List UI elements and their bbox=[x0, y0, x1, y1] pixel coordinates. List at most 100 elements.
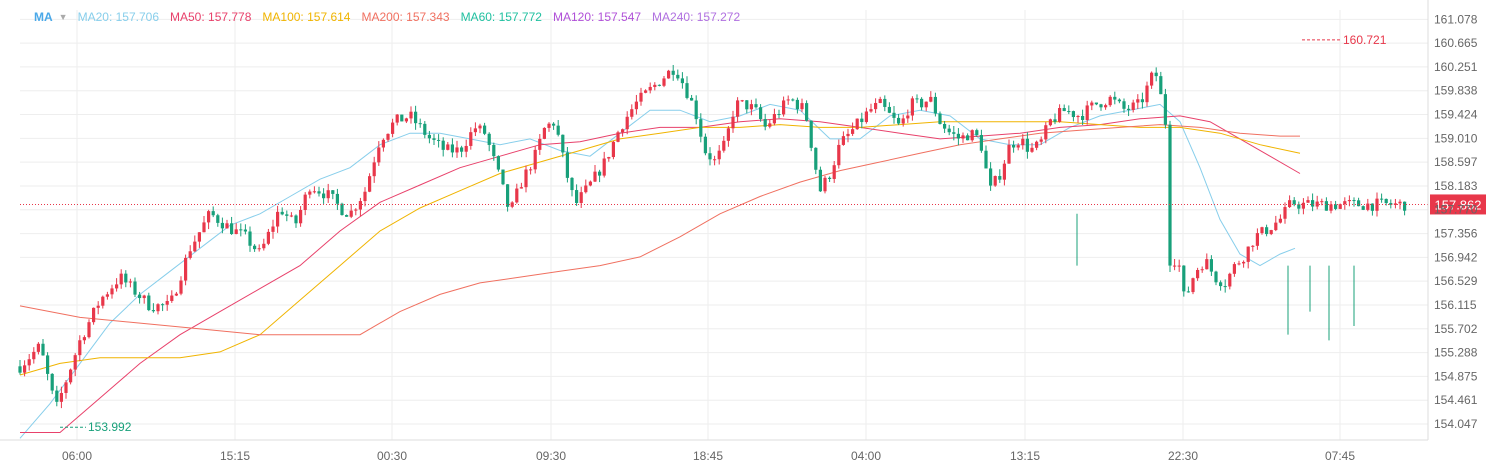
candle-body bbox=[910, 98, 914, 116]
x-tick-label: 22:30 bbox=[1168, 449, 1198, 463]
candle-body bbox=[846, 133, 850, 137]
candle-body bbox=[285, 214, 289, 216]
candle-body bbox=[901, 118, 905, 124]
candle-body bbox=[1085, 105, 1089, 120]
y-tick-label: 158.183 bbox=[1434, 179, 1478, 193]
candle-body bbox=[128, 281, 132, 283]
candle-body bbox=[800, 103, 804, 110]
candle-body bbox=[110, 288, 114, 295]
candle-body bbox=[607, 157, 611, 159]
candle-body bbox=[1393, 203, 1397, 205]
candle-body bbox=[966, 135, 970, 141]
candle-body bbox=[680, 78, 684, 84]
candle-body bbox=[1237, 263, 1241, 265]
candle-body bbox=[1150, 72, 1154, 86]
candle-body bbox=[1159, 76, 1163, 95]
candle-body bbox=[818, 169, 822, 192]
candle-body bbox=[1145, 85, 1149, 103]
candle-body bbox=[1136, 99, 1140, 103]
candle-body bbox=[1021, 138, 1025, 146]
candle-body bbox=[851, 129, 855, 134]
candle-body bbox=[547, 123, 551, 128]
candle-body bbox=[998, 176, 1002, 180]
candle-body bbox=[326, 190, 330, 199]
candle-body bbox=[915, 98, 919, 100]
candle-body bbox=[1099, 104, 1103, 108]
candle-body bbox=[975, 130, 979, 135]
candle-body bbox=[188, 251, 192, 258]
candle-body bbox=[740, 100, 744, 102]
candle-body bbox=[1205, 259, 1209, 270]
candle-body bbox=[1301, 202, 1305, 209]
candle-body bbox=[496, 156, 500, 170]
candle-body bbox=[1053, 119, 1057, 122]
candle-body bbox=[984, 150, 988, 169]
x-axis: 06:00 15:15 00:30 09:30 18:45 04:00 13:15 22:30… bbox=[0, 439, 1428, 463]
high-marker-label: 160.721 bbox=[1343, 33, 1387, 47]
candle-body bbox=[207, 211, 211, 223]
candle-body bbox=[1283, 207, 1287, 219]
candle-body bbox=[262, 243, 266, 249]
candle-body bbox=[989, 168, 993, 186]
candle-body bbox=[1117, 99, 1121, 102]
candle-body bbox=[933, 96, 937, 114]
candle-body bbox=[441, 140, 445, 150]
legend-item-ma200: MA200: 157.343 bbox=[361, 10, 450, 24]
candle-body bbox=[979, 134, 983, 151]
candle-body bbox=[625, 116, 629, 130]
moving-average-lines bbox=[19, 103, 1301, 439]
chevron-down-icon[interactable]: ▼ bbox=[58, 12, 68, 22]
candle-body bbox=[82, 337, 86, 341]
y-tick-label: 156.115 bbox=[1434, 298, 1477, 312]
candle-body bbox=[552, 123, 556, 126]
candle-body bbox=[18, 366, 22, 373]
candle-body bbox=[690, 97, 694, 101]
candle-body bbox=[1357, 200, 1361, 207]
candle-body bbox=[1071, 111, 1075, 118]
y-tick-label: 156.942 bbox=[1434, 250, 1478, 264]
candle-body bbox=[211, 211, 215, 216]
candle-body bbox=[602, 158, 606, 176]
candle-body bbox=[151, 310, 155, 312]
candle-body bbox=[736, 100, 740, 117]
candle-body bbox=[391, 122, 395, 134]
candle-body bbox=[708, 153, 712, 160]
candle-body bbox=[1122, 101, 1126, 109]
y-tick-label: 157.770 bbox=[1434, 203, 1478, 217]
y-tick-label: 154.875 bbox=[1434, 369, 1478, 383]
candle-body bbox=[50, 373, 54, 391]
candle-body bbox=[312, 191, 316, 193]
candle-body bbox=[542, 127, 546, 139]
candle-body bbox=[404, 118, 408, 122]
candle-body bbox=[1352, 200, 1356, 202]
candle-body bbox=[676, 74, 680, 79]
legend-label[interactable]: MA bbox=[34, 10, 53, 24]
candle-body bbox=[73, 355, 77, 370]
candle-body bbox=[92, 307, 96, 323]
candle-body bbox=[276, 211, 280, 227]
y-tick-label: 154.047 bbox=[1434, 417, 1478, 431]
candle-body bbox=[1297, 204, 1301, 209]
candle-body bbox=[253, 245, 257, 250]
candle-body bbox=[289, 215, 293, 217]
candle-body bbox=[1380, 198, 1384, 200]
candle-body bbox=[772, 114, 776, 124]
candle-body bbox=[1242, 261, 1246, 264]
candle-body bbox=[101, 296, 105, 306]
candle-body bbox=[87, 322, 91, 338]
legend-item-ma20: MA20: 157.706 bbox=[77, 10, 159, 24]
low-marker-label: 153.992 bbox=[88, 420, 132, 434]
candle-body bbox=[1016, 145, 1020, 148]
y-tick-label: 159.838 bbox=[1434, 84, 1478, 98]
candle-body bbox=[828, 177, 832, 179]
candle-body bbox=[335, 193, 339, 204]
candle-body bbox=[492, 144, 496, 157]
candle-body bbox=[193, 241, 197, 252]
candle-body bbox=[869, 109, 873, 112]
candle-body bbox=[524, 169, 528, 188]
candle-body bbox=[1062, 108, 1066, 112]
candle-body bbox=[837, 144, 841, 166]
legend-item-ma240: MA240: 157.272 bbox=[652, 10, 741, 24]
candle-body bbox=[694, 100, 698, 120]
